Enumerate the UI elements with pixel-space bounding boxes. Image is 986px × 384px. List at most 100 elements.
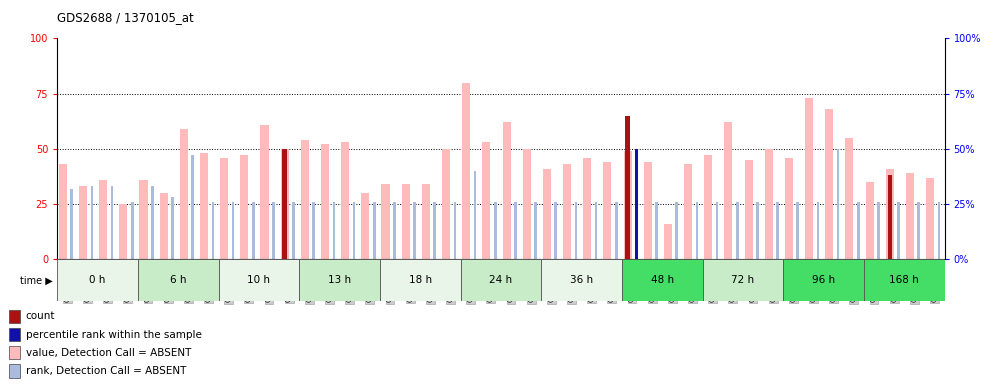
Bar: [623, 151, 632, 259]
Bar: [260, 124, 268, 259]
Bar: [554, 202, 557, 259]
Text: GDS2688 / 1370105_at: GDS2688 / 1370105_at: [57, 12, 194, 25]
Bar: [887, 175, 892, 259]
Bar: [131, 202, 133, 259]
Bar: [292, 202, 295, 259]
Bar: [232, 202, 235, 259]
Bar: [695, 202, 698, 259]
Bar: [917, 202, 920, 259]
Bar: [785, 158, 793, 259]
Bar: [139, 180, 148, 259]
Bar: [857, 202, 860, 259]
Bar: [523, 149, 530, 259]
Bar: [656, 202, 658, 259]
Bar: [575, 202, 577, 259]
Bar: [603, 162, 611, 259]
Text: 18 h: 18 h: [408, 275, 432, 285]
Bar: [816, 202, 819, 259]
Bar: [119, 204, 127, 259]
Bar: [725, 122, 733, 259]
Bar: [494, 202, 497, 259]
Bar: [765, 149, 773, 259]
Bar: [866, 182, 874, 259]
Bar: [783, 259, 864, 301]
Bar: [664, 224, 671, 259]
Text: 72 h: 72 h: [732, 275, 754, 285]
Bar: [635, 202, 638, 259]
Bar: [926, 177, 934, 259]
Bar: [59, 164, 67, 259]
Bar: [91, 186, 94, 259]
Bar: [272, 202, 275, 259]
Bar: [675, 202, 678, 259]
Bar: [212, 202, 214, 259]
Bar: [897, 202, 900, 259]
Bar: [462, 83, 470, 259]
Bar: [704, 156, 712, 259]
Text: 96 h: 96 h: [812, 275, 835, 285]
Text: count: count: [26, 311, 55, 321]
Bar: [220, 158, 228, 259]
Text: 6 h: 6 h: [170, 275, 186, 285]
Bar: [864, 259, 945, 301]
Bar: [313, 202, 316, 259]
Bar: [191, 156, 194, 259]
Text: value, Detection Call = ABSENT: value, Detection Call = ABSENT: [26, 348, 191, 358]
Bar: [906, 173, 914, 259]
Bar: [736, 202, 739, 259]
Bar: [382, 184, 389, 259]
Bar: [460, 259, 541, 301]
Bar: [401, 184, 410, 259]
Bar: [541, 259, 622, 301]
Bar: [644, 162, 652, 259]
Bar: [442, 149, 450, 259]
Bar: [299, 259, 380, 301]
Text: 168 h: 168 h: [889, 275, 919, 285]
Bar: [10, 328, 21, 341]
Bar: [837, 149, 839, 259]
Bar: [57, 259, 138, 301]
Bar: [151, 186, 154, 259]
Bar: [110, 186, 113, 259]
Bar: [10, 346, 21, 359]
Bar: [797, 202, 799, 259]
Text: 0 h: 0 h: [90, 275, 106, 285]
Text: 13 h: 13 h: [328, 275, 351, 285]
Bar: [583, 158, 592, 259]
Bar: [200, 153, 208, 259]
Bar: [756, 202, 759, 259]
Bar: [543, 169, 551, 259]
Bar: [353, 202, 355, 259]
Text: 48 h: 48 h: [651, 275, 673, 285]
Text: 36 h: 36 h: [570, 275, 594, 285]
Bar: [172, 197, 174, 259]
Bar: [885, 169, 893, 259]
Bar: [179, 129, 188, 259]
Bar: [878, 202, 880, 259]
Bar: [684, 164, 692, 259]
Bar: [422, 184, 430, 259]
Bar: [454, 202, 457, 259]
Bar: [281, 149, 289, 259]
Bar: [716, 202, 719, 259]
Text: 24 h: 24 h: [489, 275, 513, 285]
Bar: [373, 202, 376, 259]
Bar: [100, 180, 107, 259]
Text: 10 h: 10 h: [247, 275, 270, 285]
Bar: [776, 202, 779, 259]
Bar: [79, 186, 87, 259]
Bar: [825, 109, 833, 259]
Bar: [595, 202, 598, 259]
Bar: [473, 171, 476, 259]
Bar: [251, 202, 254, 259]
Bar: [845, 138, 854, 259]
Bar: [393, 202, 395, 259]
Bar: [503, 122, 511, 259]
Bar: [160, 193, 168, 259]
Bar: [138, 259, 219, 301]
Bar: [10, 310, 21, 323]
Text: percentile rank within the sample: percentile rank within the sample: [26, 329, 202, 339]
Bar: [482, 142, 490, 259]
Bar: [703, 259, 783, 301]
Bar: [282, 149, 287, 259]
